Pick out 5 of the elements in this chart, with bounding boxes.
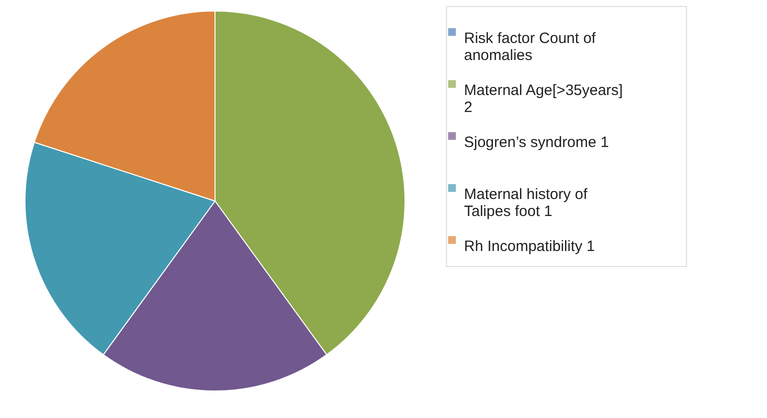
legend-label: Maternal history of Talipes foot 1	[464, 186, 588, 220]
legend-label: Maternal Age[>35years] 2	[464, 82, 623, 116]
legend-label: Risk factor Count of anomalies	[464, 30, 597, 64]
legend-label: Sjogren’s syndrome 1	[464, 134, 609, 151]
legend-label: Rh Incompatibility 1	[464, 238, 595, 255]
